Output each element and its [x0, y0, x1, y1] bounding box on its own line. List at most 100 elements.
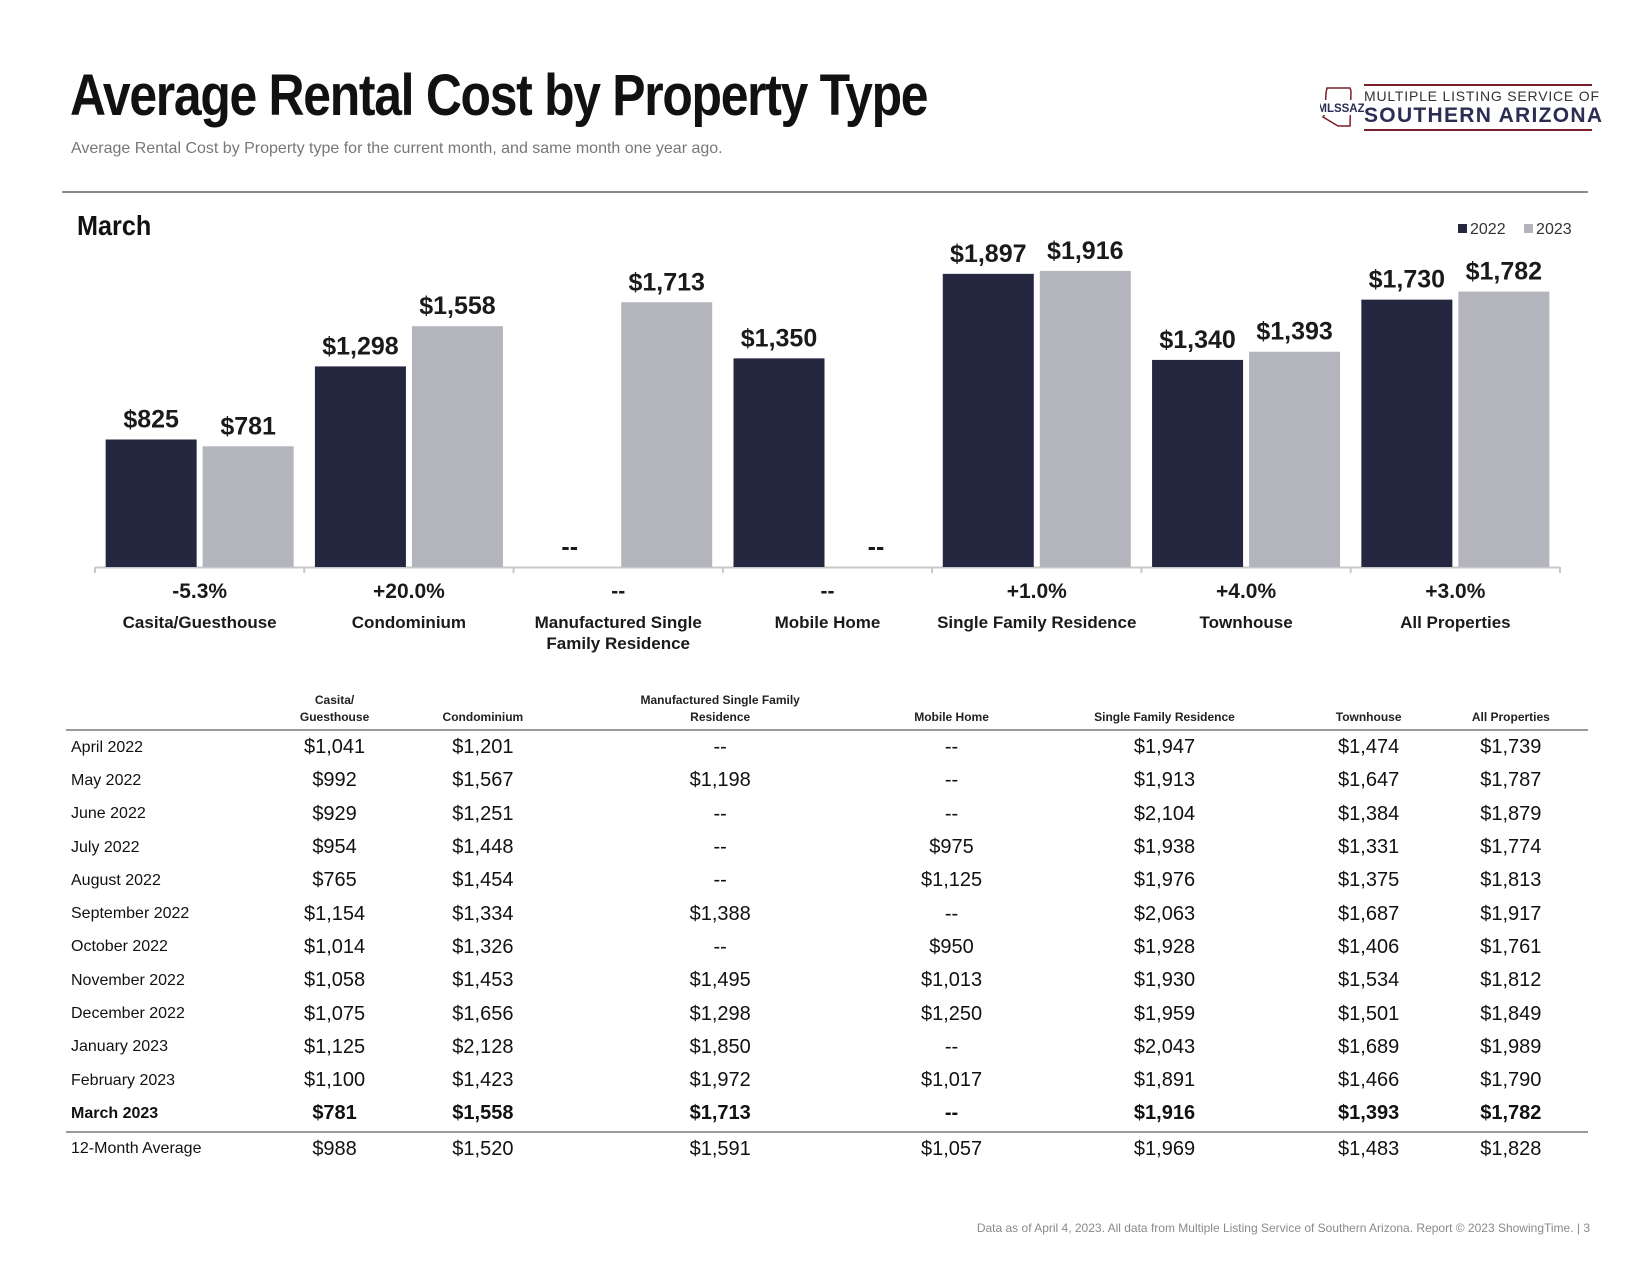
pct-change-label: +1.0%	[1007, 580, 1067, 603]
table-row: September 2022 $1,154 $1,334 $1,388 -- $2,063…	[66, 897, 1588, 930]
table-column-header: Condominium	[403, 692, 563, 731]
table-cell: $954	[312, 836, 357, 859]
bar-2022	[733, 358, 825, 567]
table-cell: $1,466	[1338, 1069, 1400, 1092]
table-cell: $1,656	[452, 1002, 514, 1025]
row-label: June 2022	[71, 805, 146, 823]
table-cell: $1,558	[403, 1097, 563, 1133]
table-column-header: Townhouse	[1303, 692, 1434, 731]
page-subtitle: Average Rental Cost by Property type for…	[71, 140, 723, 157]
table-cell: $765	[312, 869, 357, 892]
pct-change-label: --	[821, 580, 835, 603]
table-cell: --	[713, 935, 727, 958]
row-label: April 2022	[71, 738, 144, 756]
table-cell: $1,774	[1480, 836, 1542, 859]
legend-label-2023: 2023	[1536, 221, 1572, 238]
table-cell: $1,850	[689, 1035, 751, 1058]
pct-change-label: +3.0%	[1425, 580, 1485, 603]
row-label: October 2022	[71, 938, 168, 956]
bar-missing-label-2023: --	[868, 533, 885, 561]
table-cell: $1,334	[452, 902, 514, 925]
bar-value-label-2023: $1,782	[1466, 258, 1542, 286]
table-cell: $1,454	[452, 869, 514, 892]
table-cell: $1,520	[452, 1137, 514, 1160]
mls-logo: MLSSAZ MULTIPLE LISTING SERVICE OF SOUTH…	[1317, 84, 1602, 131]
row-label: 12-Month Average	[71, 1140, 202, 1158]
bar-value-label-2023: $1,916	[1047, 237, 1123, 265]
bar-2023	[1039, 270, 1131, 567]
table-cell: $1,501	[1338, 1002, 1400, 1025]
table-cell: $1,448	[452, 836, 514, 859]
table-cell: $2,128	[452, 1035, 514, 1058]
table-cell: $1,739	[1480, 736, 1542, 759]
row-label: November 2022	[71, 971, 185, 989]
table-cell: $1,331	[1338, 836, 1400, 859]
bar-value-label-2022: $1,350	[741, 324, 817, 352]
category-label: Casita/Guesthouse	[123, 613, 277, 632]
bar-2023	[411, 326, 503, 567]
row-label: January 2023	[71, 1038, 168, 1056]
bar-2022	[314, 366, 406, 567]
table-cell: $1,969	[1133, 1137, 1196, 1160]
table-cell: --	[944, 769, 959, 792]
table-cell: $1,849	[1480, 1002, 1542, 1025]
row-label: July 2022	[71, 838, 140, 856]
table-cell: $1,828	[1480, 1137, 1542, 1160]
table-row: April 2022 $1,041 $1,201 -- -- $1,947 $1,474 $1…	[66, 730, 1588, 764]
table-cell: $2,063	[1133, 902, 1196, 925]
table-cell: $1,198	[689, 769, 751, 792]
category-label: Townhouse	[1199, 613, 1292, 632]
table-row: 12-Month Average $988 $1,520 $1,591 $1,057 $1…	[66, 1132, 1588, 1166]
row-label: March 2023	[66, 1097, 266, 1133]
table-cell: $1,250	[920, 1002, 983, 1025]
bar-value-label-2023: $781	[220, 412, 276, 440]
table-cell: $1,879	[1480, 802, 1542, 825]
table-column-header: Casita/Guesthouse	[266, 692, 404, 731]
table-header-blank	[66, 692, 266, 731]
table-cell: $781	[266, 1097, 404, 1133]
table-cell: $1,790	[1480, 1069, 1542, 1092]
table-cell: $1,326	[452, 935, 514, 958]
table-cell: $1,989	[1480, 1035, 1542, 1058]
legend-swatch-2022	[1458, 224, 1467, 233]
table-cell: $1,813	[1480, 869, 1542, 892]
table-cell: $1,916	[1025, 1097, 1304, 1133]
table-cell: $1,687	[1338, 902, 1400, 925]
table-cell: $1,014	[303, 935, 366, 958]
table-cell: $1,201	[452, 736, 514, 759]
pct-change-label: --	[611, 580, 625, 603]
table-cell: --	[944, 736, 959, 759]
table-cell: $1,913	[1133, 769, 1196, 792]
bar-value-label-2022: $1,730	[1369, 266, 1445, 294]
table-cell: $1,930	[1133, 969, 1196, 992]
pct-change-label: +4.0%	[1216, 580, 1276, 603]
bar-2023	[202, 446, 294, 567]
table-row: May 2022 $992 $1,567 $1,198 -- $1,913 $1,647 $1…	[66, 764, 1588, 797]
table-cell: $1,812	[1480, 969, 1542, 992]
table-row: January 2023 $1,125 $2,128 $1,850 -- $2,043 $1…	[66, 1031, 1588, 1064]
table-cell: $1,928	[1133, 935, 1196, 958]
legend-label-2022: 2022	[1470, 221, 1506, 238]
table-cell: $1,075	[303, 1002, 366, 1025]
table-column-header: Single Family Residence	[1025, 692, 1304, 731]
bar-2023	[1249, 351, 1341, 567]
table-cell: $975	[929, 836, 974, 859]
chart-title: March	[77, 210, 152, 241]
table-cell: $1,761	[1480, 935, 1542, 958]
row-label: September 2022	[71, 905, 190, 923]
table-cell: $1,713	[562, 1097, 878, 1133]
row-label: May 2022	[71, 771, 142, 789]
bar-2023	[621, 302, 713, 567]
table-row: February 2023 $1,100 $1,423 $1,972 $1,017 $1,…	[66, 1064, 1588, 1097]
rental-cost-table: Casita/Guesthouse Condominium Manufactured…	[66, 692, 1588, 1166]
table-cell: --	[877, 1097, 1026, 1133]
table-cell: $1,298	[689, 1002, 751, 1025]
table-cell: $1,125	[920, 869, 983, 892]
bar-chart: $825 $781 -5.3% Casita/Guesthouse $1,298 $1,5…	[94, 237, 1561, 653]
table-cell: $1,017	[920, 1069, 983, 1092]
table-cell: $950	[929, 935, 974, 958]
table-cell: $1,591	[689, 1137, 751, 1160]
category-label: Single Family Residence	[937, 613, 1136, 632]
bar-2022	[942, 273, 1034, 567]
bar-value-label-2022: $1,298	[322, 332, 399, 360]
